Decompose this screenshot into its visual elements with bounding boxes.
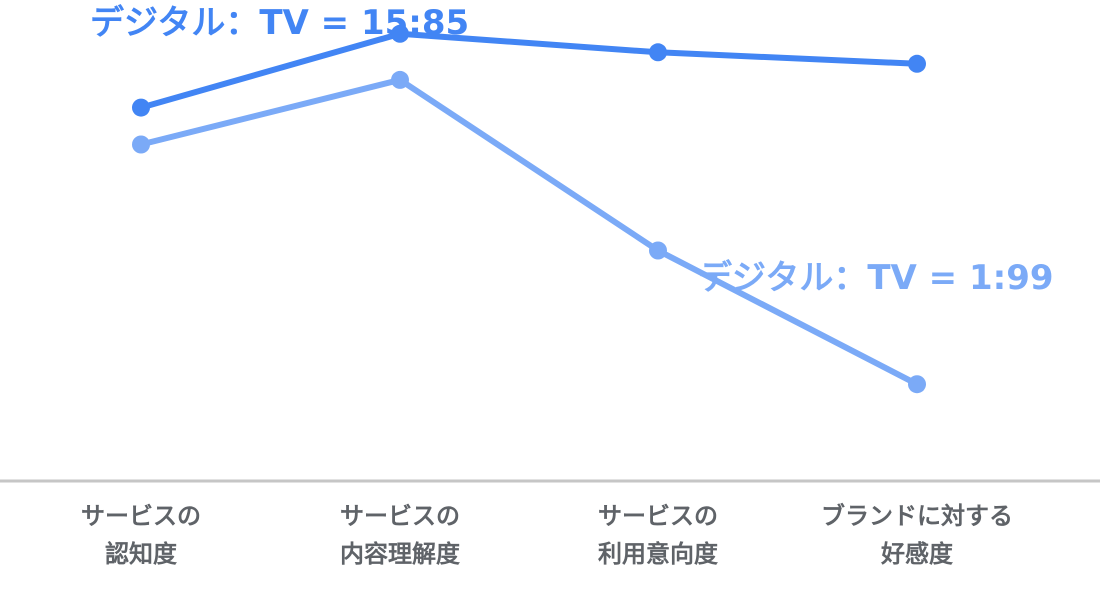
- x-tick-label-0-line-1: 認知度: [105, 540, 178, 568]
- series-0-point-2: [649, 43, 667, 62]
- x-tick-label-3: ブランドに対する好感度: [821, 502, 1013, 568]
- x-tick-label-0: サービスの認知度: [81, 502, 201, 568]
- series-1-line: [138, 76, 920, 388]
- x-tick-label-2-line-1: 利用意向度: [598, 540, 719, 568]
- series-1-point-1: [391, 70, 409, 89]
- series-1-point-2: [649, 241, 667, 260]
- x-tick-label-2: サービスの利用意向度: [598, 502, 719, 568]
- series-0-point-3: [908, 54, 926, 73]
- x-tick-label-0-line-0: サービスの: [81, 502, 201, 530]
- series-layer: [132, 24, 926, 394]
- series-label-15-85: デジタル：TV = 15:85: [90, 3, 469, 43]
- x-tick-label-1-line-0: サービスの: [340, 502, 460, 530]
- series-1-point-0: [132, 135, 150, 154]
- series-1-point-3: [908, 375, 926, 394]
- series-1: [132, 70, 926, 394]
- series-0-point-0: [132, 98, 150, 117]
- series-label-1-99: デジタル：TV = 1:99: [698, 258, 1054, 298]
- series-0-point-1: [391, 24, 409, 43]
- x-tick-label-2-line-0: サービスの: [598, 502, 718, 530]
- series-0-line: [138, 30, 920, 111]
- x-tick-label-1-line-1: 内容理解度: [340, 540, 461, 568]
- x-tick-label-3-line-1: 好感度: [880, 540, 954, 568]
- series-0: [132, 24, 926, 117]
- x-tick-label-3-line-0: ブランドに対する: [821, 502, 1013, 530]
- x-tick-label-1: サービスの内容理解度: [340, 502, 461, 568]
